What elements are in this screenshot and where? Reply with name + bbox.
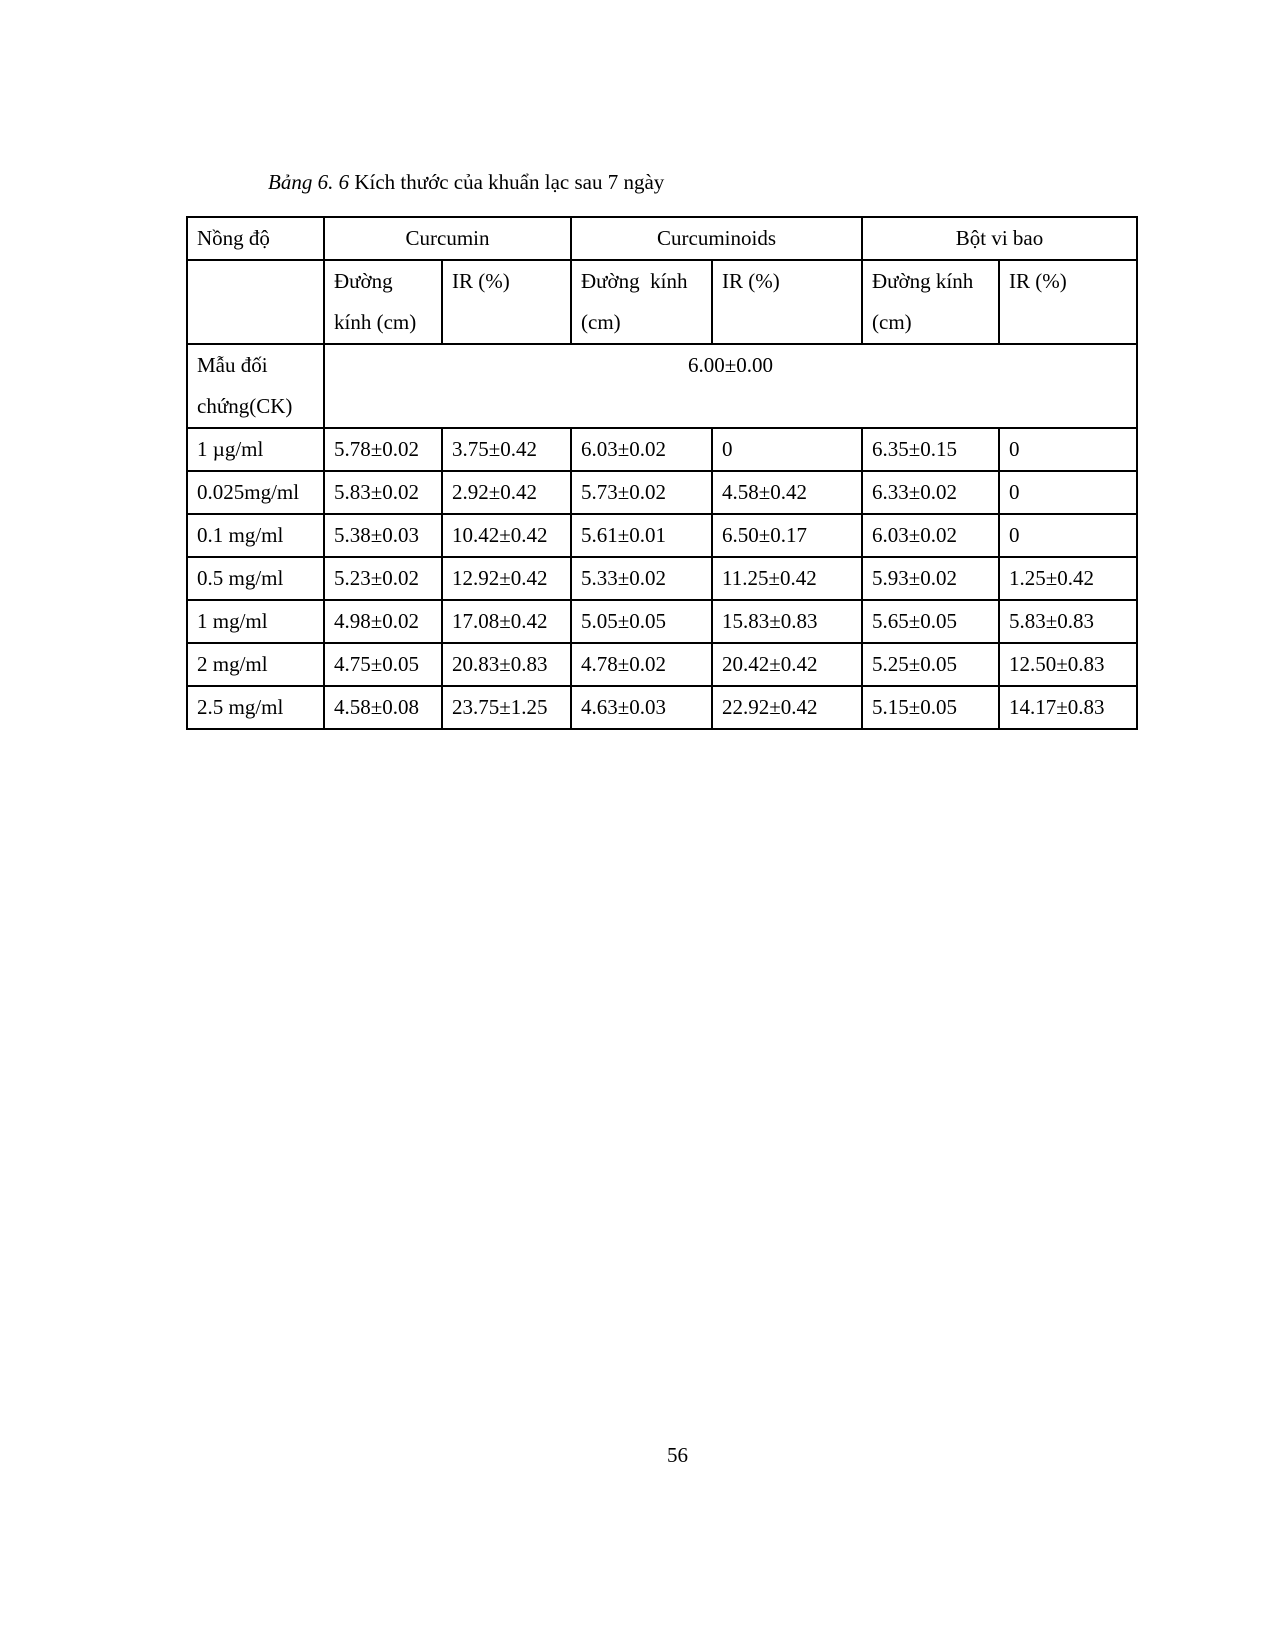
header-group: Curcumin — [323, 216, 572, 261]
concentration-cell: 2 mg/ml — [186, 642, 325, 687]
value-cell: 4.78±0.02 — [570, 642, 713, 687]
table-row: 0.1 mg/ml 5.38±0.03 10.42±0.42 5.61±0.01 6.5… — [186, 513, 1138, 558]
table-caption: Bảng 6. 6 Kích thước của khuẩn lạc sau 7… — [268, 170, 664, 195]
value-cell: 6.33±0.02 — [861, 470, 1000, 515]
value-cell: 5.38±0.03 — [323, 513, 443, 558]
caption-label: Bảng 6. 6 — [268, 170, 350, 194]
table-row: 1 mg/ml 4.98±0.02 17.08±0.42 5.05±0.05 15.83… — [186, 599, 1138, 644]
value-cell: 10.42±0.42 — [441, 513, 572, 558]
value-cell: 20.42±0.42 — [711, 642, 863, 687]
subheader: IR (%) — [441, 259, 572, 345]
value-cell: 4.63±0.03 — [570, 685, 713, 730]
table-row: 2.5 mg/ml 4.58±0.08 23.75±1.25 4.63±0.03 22.… — [186, 685, 1138, 730]
value-cell: 2.92±0.42 — [441, 470, 572, 515]
value-cell: 12.92±0.42 — [441, 556, 572, 601]
value-cell: 4.98±0.02 — [323, 599, 443, 644]
value-cell: 5.65±0.05 — [861, 599, 1000, 644]
value-cell: 23.75±1.25 — [441, 685, 572, 730]
value-cell: 0 — [998, 470, 1138, 515]
value-cell: 5.23±0.02 — [323, 556, 443, 601]
value-cell: 12.50±0.83 — [998, 642, 1138, 687]
colony-size-table: Nồng độ Curcumin Curcuminoids Bột vi bao… — [186, 216, 1138, 730]
concentration-cell: 0.1 mg/ml — [186, 513, 325, 558]
subheader: IR (%) — [711, 259, 863, 345]
table-row: 0.5 mg/ml 5.23±0.02 12.92±0.42 5.33±0.02 11.… — [186, 556, 1138, 601]
table-row: 2 mg/ml 4.75±0.05 20.83±0.83 4.78±0.02 20.42… — [186, 642, 1138, 687]
value-cell: 0 — [998, 427, 1138, 472]
value-cell: 11.25±0.42 — [711, 556, 863, 601]
value-cell: 5.93±0.02 — [861, 556, 1000, 601]
value-cell: 3.75±0.42 — [441, 427, 572, 472]
value-cell: 5.83±0.02 — [323, 470, 443, 515]
header-group: Bột vi bao — [861, 216, 1138, 261]
value-cell: 15.83±0.83 — [711, 599, 863, 644]
subheader: Đường kính (cm) — [861, 259, 1000, 345]
value-cell: 5.61±0.01 — [570, 513, 713, 558]
page-number: 56 — [667, 1443, 688, 1467]
value-cell: 1.25±0.42 — [998, 556, 1138, 601]
value-cell: 14.17±0.83 — [998, 685, 1138, 730]
value-cell: 5.15±0.05 — [861, 685, 1000, 730]
concentration-cell: 1 mg/ml — [186, 599, 325, 644]
value-cell: 6.35±0.15 — [861, 427, 1000, 472]
concentration-cell: 1 µg/ml — [186, 427, 325, 472]
control-label: Mẫu đối chứng(CK) — [186, 343, 325, 429]
value-cell: 5.73±0.02 — [570, 470, 713, 515]
value-cell: 4.58±0.08 — [323, 685, 443, 730]
value-cell: 5.25±0.05 — [861, 642, 1000, 687]
value-cell: 17.08±0.42 — [441, 599, 572, 644]
control-value: 6.00±0.00 — [323, 343, 1138, 429]
subheader: Đường kính (cm) — [570, 259, 713, 345]
value-cell: 5.78±0.02 — [323, 427, 443, 472]
value-cell: 6.03±0.02 — [570, 427, 713, 472]
table-row: 0.025mg/ml 5.83±0.02 2.92±0.42 5.73±0.02 4.5… — [186, 470, 1138, 515]
value-cell: 4.58±0.42 — [711, 470, 863, 515]
header-group: Curcuminoids — [570, 216, 863, 261]
concentration-cell: 2.5 mg/ml — [186, 685, 325, 730]
header-concentration: Nồng độ — [186, 216, 325, 261]
concentration-cell: 0.5 mg/ml — [186, 556, 325, 601]
value-cell: 5.05±0.05 — [570, 599, 713, 644]
subheader-row: Đường kính (cm) IR (%) Đường kính (cm) I… — [186, 259, 1138, 345]
value-cell: 5.83±0.83 — [998, 599, 1138, 644]
subheader: IR (%) — [998, 259, 1138, 345]
value-cell: 5.33±0.02 — [570, 556, 713, 601]
value-cell: 0 — [998, 513, 1138, 558]
concentration-cell: 0.025mg/ml — [186, 470, 325, 515]
value-cell: 6.03±0.02 — [861, 513, 1000, 558]
value-cell: 22.92±0.42 — [711, 685, 863, 730]
value-cell: 6.50±0.17 — [711, 513, 863, 558]
empty-cell — [186, 259, 325, 345]
header-row: Nồng độ Curcumin Curcuminoids Bột vi bao — [186, 216, 1138, 261]
table-row: 1 µg/ml 5.78±0.02 3.75±0.42 6.03±0.02 0 6.35±… — [186, 427, 1138, 472]
value-cell: 0 — [711, 427, 863, 472]
value-cell: 4.75±0.05 — [323, 642, 443, 687]
control-row: Mẫu đối chứng(CK) 6.00±0.00 — [186, 343, 1138, 429]
caption-text: Kích thước của khuẩn lạc sau 7 ngày — [349, 170, 665, 194]
value-cell: 20.83±0.83 — [441, 642, 572, 687]
subheader: Đường kính (cm) — [323, 259, 443, 345]
